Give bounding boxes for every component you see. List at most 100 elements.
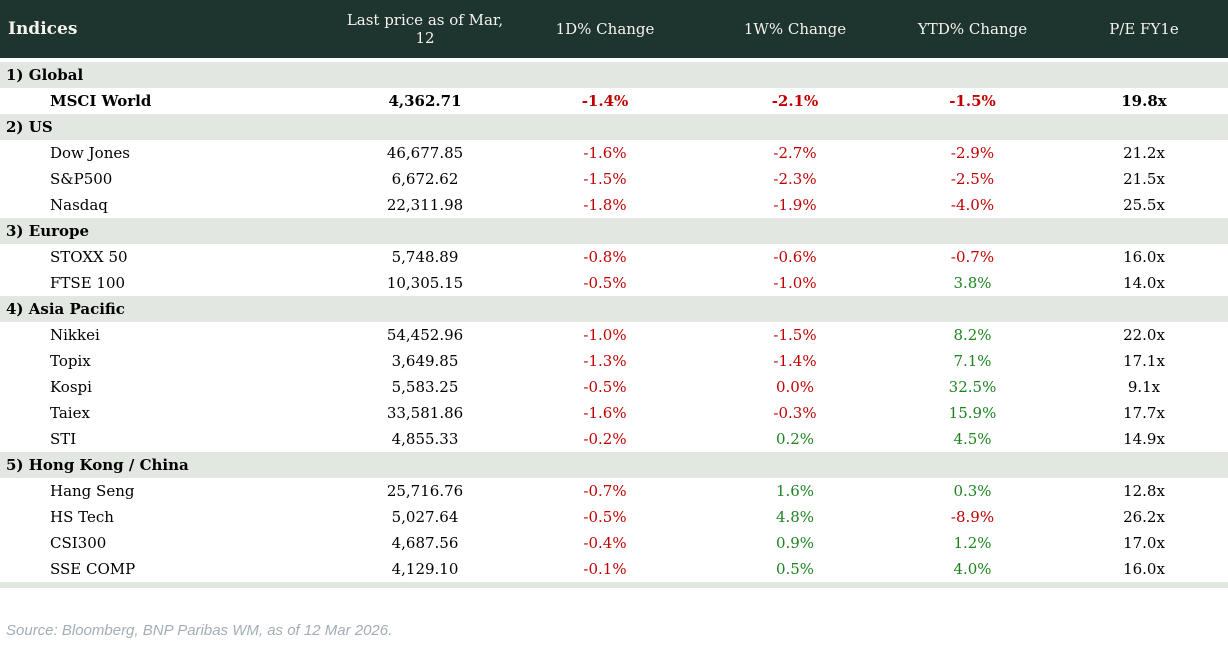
last-price: 4,855.33 xyxy=(391,430,459,448)
change-ytd: 15.9% xyxy=(948,404,997,422)
change-1w: 0.0% xyxy=(775,378,815,396)
change-ytd: 32.5% xyxy=(948,378,997,396)
header-divider xyxy=(0,58,1228,62)
pe-ratio: 9.1x xyxy=(1127,378,1161,396)
index-name: SSE COMP xyxy=(50,560,136,578)
table-header-row: Indices Last price as of Mar, 12 1D% Cha… xyxy=(0,0,1228,58)
change-1d: -1.3% xyxy=(583,352,627,370)
change-1w: -1.5% xyxy=(773,326,817,344)
change-1w: -0.6% xyxy=(773,248,817,266)
section-row: 1) Global xyxy=(0,62,1228,88)
change-1d: -1.4% xyxy=(581,92,629,110)
last-price: 4,129.10 xyxy=(391,560,459,578)
index-name: CSI300 xyxy=(50,534,107,552)
change-1w: -1.9% xyxy=(773,196,817,214)
change-ytd: -4.0% xyxy=(950,196,995,214)
change-1w: 0.9% xyxy=(775,534,815,552)
index-name: Taiex xyxy=(50,404,90,422)
pe-ratio: 25.5x xyxy=(1123,196,1165,214)
section-label: 3) Europe xyxy=(6,222,90,240)
section-label: 4) Asia Pacific xyxy=(6,300,125,318)
last-price: 5,583.25 xyxy=(391,378,459,396)
change-1w: -2.1% xyxy=(771,92,819,110)
index-row: Nasdaq 22,311.98 -1.8% -1.9% -4.0% 25.5x xyxy=(0,192,1228,218)
pe-ratio: 22.0x xyxy=(1123,326,1165,344)
section-row: 4) Asia Pacific xyxy=(0,296,1228,322)
indices-table: Indices Last price as of Mar, 12 1D% Cha… xyxy=(0,0,1228,588)
last-price: 33,581.86 xyxy=(386,404,464,422)
pe-ratio: 17.0x xyxy=(1123,534,1165,552)
index-name: MSCI World xyxy=(50,92,152,110)
source-note: Source: Bloomberg, BNP Paribas WM, as of… xyxy=(6,622,393,639)
change-ytd: 4.5% xyxy=(953,430,992,448)
pe-ratio: 14.0x xyxy=(1123,274,1165,292)
change-1d: -1.8% xyxy=(583,196,627,214)
last-price: 4,362.71 xyxy=(388,92,462,110)
change-1w: -1.4% xyxy=(773,352,817,370)
table-bottom-strip xyxy=(0,582,1228,588)
pe-ratio: 21.5x xyxy=(1123,170,1165,188)
index-row: Dow Jones 46,677.85 -1.6% -2.7% -2.9% 21.2x xyxy=(0,140,1228,166)
change-ytd: -1.5% xyxy=(949,92,996,110)
change-1w: 1.6% xyxy=(775,482,815,500)
change-1w: 4.8% xyxy=(775,508,815,526)
index-name: HS Tech xyxy=(50,508,114,526)
index-name: Topix xyxy=(50,352,91,370)
last-price: 4,687.56 xyxy=(391,534,459,552)
last-price: 6,672.62 xyxy=(391,170,459,188)
section-label: 5) Hong Kong / China xyxy=(6,456,189,474)
last-price: 5,027.64 xyxy=(391,508,459,526)
change-ytd: 3.8% xyxy=(953,274,992,292)
change-ytd: 0.3% xyxy=(953,482,992,500)
index-row: SSE COMP 4,129.10 -0.1% 0.5% 4.0% 16.0x xyxy=(0,556,1228,582)
change-1d: -1.5% xyxy=(583,170,627,188)
last-price: 46,677.85 xyxy=(386,144,464,162)
change-ytd: -8.9% xyxy=(950,508,995,526)
pe-ratio: 17.1x xyxy=(1123,352,1165,370)
change-1w: -1.0% xyxy=(773,274,817,292)
header-1w-change: 1W% Change xyxy=(743,20,847,38)
change-ytd: 7.1% xyxy=(953,352,992,370)
change-1w: -2.7% xyxy=(773,144,817,162)
pe-ratio: 16.0x xyxy=(1123,248,1165,266)
pe-ratio: 12.8x xyxy=(1123,482,1165,500)
index-row: MSCI World 4,362.71 -1.4% -2.1% -1.5% 19.8x xyxy=(0,88,1228,114)
change-1d: -1.6% xyxy=(583,144,627,162)
change-ytd: 8.2% xyxy=(953,326,992,344)
index-row: STOXX 50 5,748.89 -0.8% -0.6% -0.7% 16.0x xyxy=(0,244,1228,270)
index-name: Hang Seng xyxy=(50,482,135,500)
index-row: Taiex 33,581.86 -1.6% -0.3% 15.9% 17.7x xyxy=(0,400,1228,426)
pe-ratio: 14.9x xyxy=(1123,430,1165,448)
index-row: Hang Seng 25,716.76 -0.7% 1.6% 0.3% 12.8x xyxy=(0,478,1228,504)
pe-ratio: 26.2x xyxy=(1123,508,1165,526)
header-indices: Indices xyxy=(8,19,78,39)
header-pe-fy1e: P/E FY1e xyxy=(1109,20,1179,38)
change-ytd: -2.5% xyxy=(950,170,995,188)
change-ytd: 1.2% xyxy=(953,534,992,552)
last-price: 3,649.85 xyxy=(391,352,459,370)
last-price: 54,452.96 xyxy=(386,326,464,344)
section-row: 3) Europe xyxy=(0,218,1228,244)
section-row: 2) US xyxy=(0,114,1228,140)
last-price: 25,716.76 xyxy=(386,482,464,500)
index-row: Nikkei 54,452.96 -1.0% -1.5% 8.2% 22.0x xyxy=(0,322,1228,348)
header-ytd-change: YTD% Change xyxy=(917,20,1028,38)
change-1d: -0.1% xyxy=(583,560,627,578)
change-1w: -0.3% xyxy=(773,404,817,422)
index-name: STI xyxy=(50,430,77,448)
pe-ratio: 17.7x xyxy=(1123,404,1165,422)
change-1d: -1.6% xyxy=(583,404,627,422)
change-1w: 0.5% xyxy=(775,560,815,578)
change-1w: -2.3% xyxy=(773,170,817,188)
index-row: CSI300 4,687.56 -0.4% 0.9% 1.2% 17.0x xyxy=(0,530,1228,556)
change-ytd: 4.0% xyxy=(953,560,992,578)
change-1d: -0.8% xyxy=(583,248,627,266)
index-row: S&P500 6,672.62 -1.5% -2.3% -2.5% 21.5x xyxy=(0,166,1228,192)
index-name: S&P500 xyxy=(50,170,113,188)
table-body: 1) Global MSCI World 4,362.71 -1.4% -2.1% -1.… xyxy=(0,62,1228,582)
section-label: 2) US xyxy=(6,118,53,136)
pe-ratio: 19.8x xyxy=(1121,92,1167,110)
change-1d: -0.5% xyxy=(583,378,627,396)
change-1w: 0.2% xyxy=(775,430,815,448)
change-ytd: -2.9% xyxy=(950,144,995,162)
